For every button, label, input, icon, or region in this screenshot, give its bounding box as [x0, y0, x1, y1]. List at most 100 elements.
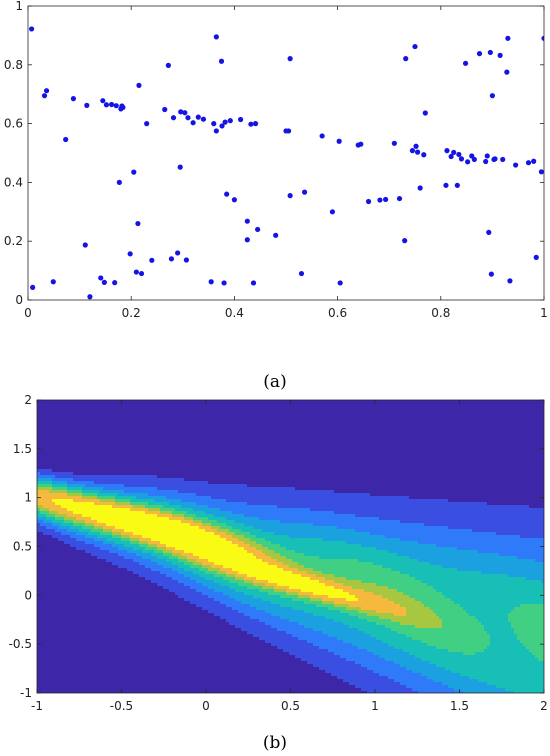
contour-cell: [526, 463, 530, 467]
contour-cell: [187, 466, 191, 470]
contour-cell: [76, 460, 80, 464]
contour-cell: [187, 460, 191, 464]
contour-cell: [499, 466, 503, 470]
contour-cell: [355, 475, 359, 479]
contour-cell: [301, 406, 305, 410]
contour-cell: [523, 421, 527, 425]
contour-cell: [361, 400, 365, 404]
contour-cell: [340, 442, 344, 446]
contour-cell: [526, 451, 530, 455]
contour-cell: [514, 457, 518, 461]
contour-cell: [409, 469, 413, 473]
contour-cell: [499, 454, 503, 458]
contour-cell: [127, 475, 131, 479]
contour-cell: [298, 436, 302, 440]
contour-cell: [214, 484, 218, 488]
contour-cell: [457, 406, 461, 410]
contour-cell: [109, 415, 113, 419]
contour-cell: [118, 475, 122, 479]
contour-cell: [523, 466, 527, 470]
contour-cell: [271, 478, 275, 482]
contour-cell: [64, 415, 68, 419]
contour-cell: [190, 472, 194, 476]
contour-cell: [442, 460, 446, 464]
contour-cell: [193, 439, 197, 443]
contour-cell: [271, 472, 275, 476]
contour-cell: [181, 454, 185, 458]
contour-cell: [100, 472, 104, 476]
contour-cell: [49, 445, 53, 449]
contour-cell: [526, 460, 530, 464]
contour-cell: [49, 412, 53, 416]
contour-cell: [394, 460, 398, 464]
contour-cell: [367, 460, 371, 464]
contour-cell: [151, 442, 155, 446]
contour-cell: [301, 424, 305, 428]
contour-cell: [535, 457, 539, 461]
contour-cell: [85, 457, 89, 461]
contour-cell: [160, 445, 164, 449]
contour-cell: [157, 439, 161, 443]
contour-cell: [85, 472, 89, 476]
contour-cell: [238, 457, 242, 461]
contour-cell: [331, 478, 335, 482]
contour-cell: [97, 430, 101, 434]
contour-cell: [61, 454, 65, 458]
contour-cell: [514, 460, 518, 464]
contour-cell: [103, 466, 107, 470]
contour-cell: [223, 415, 227, 419]
contour-cell: [382, 427, 386, 431]
contour-cell: [508, 406, 512, 410]
contour-cell: [112, 433, 116, 437]
contour-cell: [79, 457, 83, 461]
contour-cell: [493, 412, 497, 416]
contour-cell: [346, 439, 350, 443]
contour-cell: [112, 484, 116, 488]
contour-cell: [253, 484, 257, 488]
contour-cell: [244, 457, 248, 461]
scatter-point: [82, 242, 88, 248]
contour-cell: [382, 436, 386, 440]
contour-cell: [205, 442, 209, 446]
contour-cell: [532, 454, 536, 458]
contour-cell: [388, 439, 392, 443]
contour-cell: [535, 472, 539, 476]
scatter-point: [182, 110, 188, 116]
scatter-point: [471, 156, 477, 163]
contour-cell: [298, 406, 302, 410]
contour-cell: [181, 424, 185, 428]
contour-cell: [412, 472, 416, 476]
contour-cell: [229, 454, 233, 458]
contour-cell: [61, 445, 65, 449]
contour-cell: [337, 409, 341, 413]
contour-cell: [439, 454, 443, 458]
contour-cell: [448, 430, 452, 434]
contour-cell: [274, 409, 278, 413]
contour-cell: [286, 421, 290, 425]
contour-cell: [469, 400, 473, 404]
contour-cell: [148, 424, 152, 428]
contour-cell: [517, 424, 521, 428]
contour-cell: [283, 421, 287, 425]
contour-cell: [94, 406, 98, 410]
contour-cell: [484, 460, 488, 464]
scatter-point: [178, 109, 184, 115]
contour-cell: [388, 427, 392, 431]
contour-cell: [529, 475, 533, 479]
contour-cell: [79, 451, 83, 455]
contour-cell: [487, 466, 491, 470]
contour-cell: [37, 424, 41, 428]
contour-cell: [244, 469, 248, 473]
contour-cell: [154, 436, 158, 440]
contour-cell: [160, 406, 164, 410]
contour-cell: [409, 415, 413, 419]
contour-cell: [91, 406, 95, 410]
contour-cell: [538, 445, 542, 449]
contour-cell: [352, 412, 356, 416]
contour-cell: [325, 415, 329, 419]
contour-cell: [196, 460, 200, 464]
contour-cell: [529, 430, 533, 434]
contour-cell: [526, 433, 530, 437]
contour-cell: [49, 403, 53, 407]
contour-cell: [325, 472, 329, 476]
